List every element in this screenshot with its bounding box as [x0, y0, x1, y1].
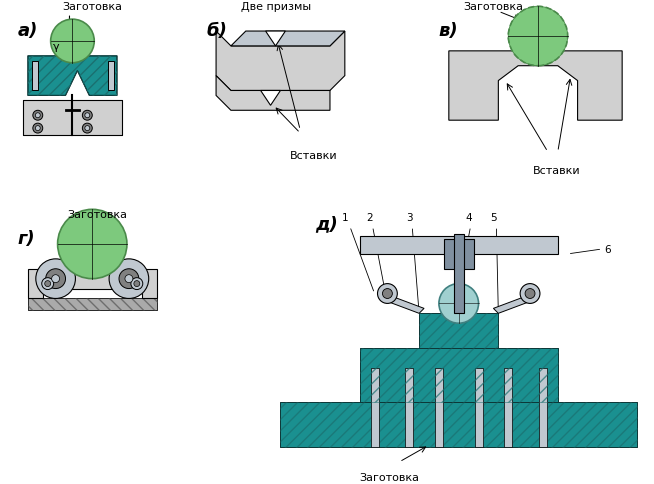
Circle shape: [377, 284, 398, 304]
Bar: [504, 368, 512, 447]
Bar: [419, 314, 498, 348]
Polygon shape: [28, 57, 117, 96]
Circle shape: [44, 281, 50, 287]
Circle shape: [50, 20, 94, 63]
Polygon shape: [28, 269, 157, 299]
Bar: [444, 240, 473, 269]
Bar: [281, 403, 637, 447]
Circle shape: [82, 111, 92, 121]
Text: 2: 2: [366, 213, 373, 223]
Bar: [539, 368, 547, 447]
Bar: [32, 61, 38, 91]
Circle shape: [508, 7, 568, 67]
Polygon shape: [216, 76, 330, 111]
Circle shape: [520, 284, 540, 304]
Circle shape: [134, 281, 140, 287]
Bar: [419, 314, 498, 348]
Circle shape: [85, 126, 90, 131]
Text: 6: 6: [604, 244, 611, 255]
Text: Заготовка: Заготовка: [63, 2, 122, 12]
Bar: [108, 61, 114, 91]
Circle shape: [35, 114, 41, 119]
Text: Две призмы: Две призмы: [241, 2, 311, 12]
Bar: [435, 368, 443, 447]
Circle shape: [525, 289, 535, 299]
Bar: [28, 299, 157, 311]
Text: б): б): [206, 22, 227, 40]
Circle shape: [46, 269, 65, 289]
Bar: [454, 235, 464, 314]
Circle shape: [131, 278, 143, 290]
Text: в): в): [439, 22, 458, 40]
Bar: [23, 101, 122, 136]
Circle shape: [42, 278, 54, 290]
Text: Вставки: Вставки: [290, 151, 338, 161]
Bar: [475, 368, 483, 447]
Text: Заготовка: Заготовка: [360, 472, 419, 482]
Text: д): д): [315, 215, 338, 233]
Text: 4: 4: [466, 213, 472, 223]
Circle shape: [119, 269, 139, 289]
Circle shape: [35, 126, 41, 131]
Polygon shape: [493, 294, 538, 314]
Polygon shape: [216, 32, 345, 91]
Circle shape: [439, 284, 479, 324]
Text: Заготовка: Заготовка: [67, 210, 128, 220]
Bar: [360, 237, 558, 255]
Text: г): г): [18, 230, 35, 248]
Circle shape: [33, 124, 43, 134]
Circle shape: [58, 210, 127, 279]
Circle shape: [109, 259, 148, 299]
Text: 5: 5: [490, 213, 496, 223]
Polygon shape: [261, 91, 281, 106]
Bar: [281, 403, 637, 447]
Circle shape: [125, 275, 133, 283]
Polygon shape: [449, 52, 622, 121]
Bar: [28, 299, 157, 311]
Bar: [360, 348, 558, 403]
Polygon shape: [379, 294, 424, 314]
Text: γ: γ: [52, 42, 60, 52]
Polygon shape: [266, 32, 285, 47]
Text: Вставки: Вставки: [533, 166, 581, 175]
Bar: [360, 348, 558, 403]
Bar: [371, 368, 379, 447]
Bar: [23, 101, 122, 136]
Circle shape: [33, 111, 43, 121]
Circle shape: [52, 275, 60, 283]
Text: 3: 3: [406, 213, 413, 223]
Circle shape: [36, 259, 75, 299]
Bar: [405, 368, 413, 447]
Text: Заготовка: Заготовка: [464, 2, 524, 12]
Circle shape: [85, 114, 90, 119]
Polygon shape: [231, 32, 345, 47]
Circle shape: [383, 289, 392, 299]
Text: 1: 1: [341, 213, 348, 223]
Text: а): а): [18, 22, 39, 40]
Circle shape: [82, 124, 92, 134]
Bar: [23, 101, 122, 136]
